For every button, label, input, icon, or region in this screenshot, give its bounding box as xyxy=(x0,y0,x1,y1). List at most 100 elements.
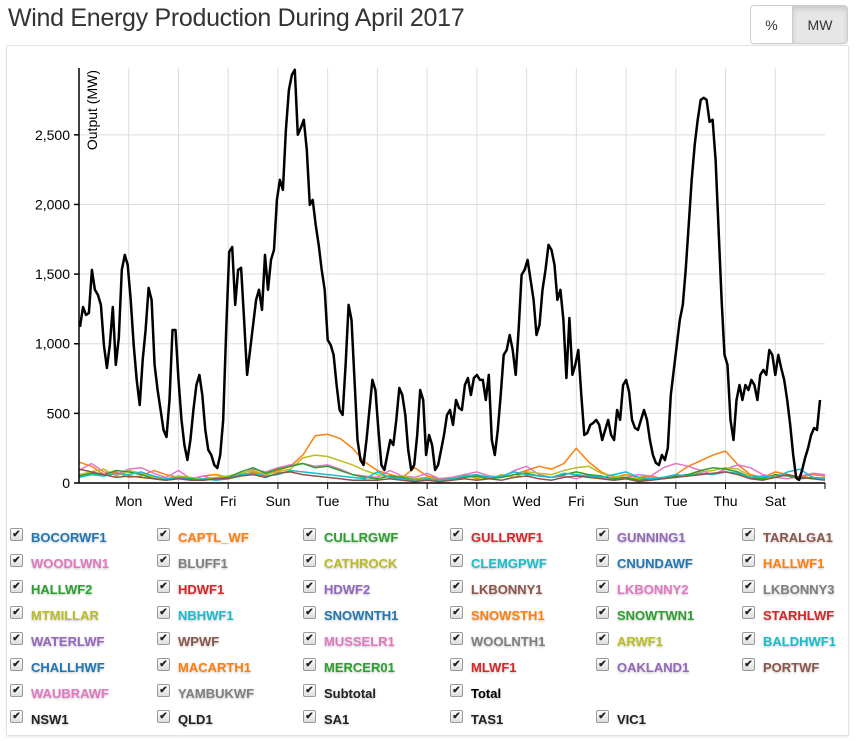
legend-checkbox[interactable]: ✔ xyxy=(157,554,170,567)
legend-checkbox[interactable]: ✔ xyxy=(10,554,23,567)
legend-checkbox[interactable]: ✔ xyxy=(157,658,170,671)
legend-checkbox[interactable]: ✔ xyxy=(157,710,170,723)
legend-checkbox[interactable]: ✔ xyxy=(303,658,316,671)
legend-item-cullrgwf[interactable]: ✔ CULLRGWF xyxy=(303,528,399,545)
legend-checkbox[interactable]: ✔ xyxy=(742,632,755,645)
legend-item-waterlwf[interactable]: ✔ WATERLWF xyxy=(10,632,104,649)
legend-checkbox[interactable]: ✔ xyxy=(303,606,316,619)
legend-item-taralga1[interactable]: ✔ TARALGA1 xyxy=(742,528,833,545)
legend-item-cathrock[interactable]: ✔ CATHROCK xyxy=(303,554,398,571)
legend-item-hdwf1[interactable]: ✔ HDWF1 xyxy=(157,580,224,597)
legend-checkbox[interactable]: ✔ xyxy=(157,528,170,541)
legend-item-bocorwf1[interactable]: ✔ BOCORWF1 xyxy=(10,528,107,545)
legend-label: HALLWF1 xyxy=(763,556,825,571)
legend-item-captl_wf[interactable]: ✔ CAPTL_WF xyxy=(157,528,249,545)
legend-item-waubrawf[interactable]: ✔ WAUBRAWF xyxy=(10,684,109,701)
legend-item-nsw1[interactable]: ✔ NSW1 xyxy=(10,710,69,727)
legend-checkbox[interactable]: ✔ xyxy=(10,710,23,723)
legend-checkbox[interactable]: ✔ xyxy=(10,580,23,593)
legend-item-mtmillar[interactable]: ✔ MTMILLAR xyxy=(10,606,99,623)
legend-item-lkbonny2[interactable]: ✔ LKBONNY2 xyxy=(596,580,689,597)
legend-checkbox[interactable]: ✔ xyxy=(742,606,755,619)
legend-item-arwf1[interactable]: ✔ ARWF1 xyxy=(596,632,663,649)
legend-checkbox[interactable]: ✔ xyxy=(450,658,463,671)
legend-checkbox[interactable]: ✔ xyxy=(10,684,23,697)
legend-checkbox[interactable]: ✔ xyxy=(742,528,755,541)
legend-checkbox[interactable]: ✔ xyxy=(596,528,609,541)
legend-checkbox[interactable]: ✔ xyxy=(450,684,463,697)
legend-item-bluff1[interactable]: ✔ BLUFF1 xyxy=(157,554,228,571)
page-title: Wind Energy Production During April 2017 xyxy=(8,4,465,32)
legend-item-hdwf2[interactable]: ✔ HDWF2 xyxy=(303,580,370,597)
legend-item-tas1[interactable]: ✔ TAS1 xyxy=(450,710,503,727)
legend-item-nbhwf1[interactable]: ✔ NBHWF1 xyxy=(157,606,234,623)
legend-checkbox[interactable]: ✔ xyxy=(742,554,755,567)
legend-item-wpwf[interactable]: ✔ WPWF xyxy=(157,632,219,649)
legend-label: BLUFF1 xyxy=(178,556,228,571)
legend-checkbox[interactable]: ✔ xyxy=(303,684,316,697)
legend-checkbox[interactable]: ✔ xyxy=(742,658,755,671)
legend-item-subtotal[interactable]: ✔ Subtotal xyxy=(303,684,376,701)
legend-checkbox[interactable]: ✔ xyxy=(303,632,316,645)
legend-checkbox[interactable]: ✔ xyxy=(157,632,170,645)
legend-item-snowsth1[interactable]: ✔ SNOWSTH1 xyxy=(450,606,545,623)
legend-checkbox[interactable]: ✔ xyxy=(596,554,609,567)
legend-checkbox[interactable]: ✔ xyxy=(303,580,316,593)
x-tick-label: Mon xyxy=(463,493,490,509)
legend-checkbox[interactable]: ✔ xyxy=(157,606,170,619)
percent-button[interactable]: % xyxy=(751,6,793,43)
legend-checkbox[interactable]: ✔ xyxy=(157,684,170,697)
legend-checkbox[interactable]: ✔ xyxy=(596,658,609,671)
legend-checkbox[interactable]: ✔ xyxy=(303,554,316,567)
legend-item-woodlwn1[interactable]: ✔ WOODLWN1 xyxy=(10,554,109,571)
legend-item-baldhwf1[interactable]: ✔ BALDHWF1 xyxy=(742,632,836,649)
legend-checkbox[interactable]: ✔ xyxy=(596,580,609,593)
y-tick-label: 2,000 xyxy=(35,196,70,212)
legend-item-challhwf[interactable]: ✔ CHALLHWF xyxy=(10,658,105,675)
legend-item-mercer01[interactable]: ✔ MERCER01 xyxy=(303,658,395,675)
legend-checkbox[interactable]: ✔ xyxy=(10,632,23,645)
legend-item-gullrwf1[interactable]: ✔ GULLRWF1 xyxy=(450,528,543,545)
legend-checkbox[interactable]: ✔ xyxy=(450,710,463,723)
legend-item-hallwf2[interactable]: ✔ HALLWF2 xyxy=(10,580,92,597)
legend-item-snownth1[interactable]: ✔ SNOWNTH1 xyxy=(303,606,398,623)
legend-checkbox[interactable]: ✔ xyxy=(450,580,463,593)
legend-item-snowtwn1[interactable]: ✔ SNOWTWN1 xyxy=(596,606,695,623)
legend-item-total[interactable]: ✔ Total xyxy=(450,684,501,701)
legend-item-lkbonny1[interactable]: ✔ LKBONNY1 xyxy=(450,580,543,597)
legend-checkbox[interactable]: ✔ xyxy=(450,554,463,567)
legend-item-gunning1[interactable]: ✔ GUNNING1 xyxy=(596,528,686,545)
legend-item-cnundawf[interactable]: ✔ CNUNDAWF xyxy=(596,554,693,571)
legend-checkbox[interactable]: ✔ xyxy=(742,580,755,593)
legend-item-macarth1[interactable]: ✔ MACARTH1 xyxy=(157,658,251,675)
legend-checkbox[interactable]: ✔ xyxy=(450,632,463,645)
legend-item-lkbonny3[interactable]: ✔ LKBONNY3 xyxy=(742,580,835,597)
legend-checkbox[interactable]: ✔ xyxy=(157,580,170,593)
legend-checkbox[interactable]: ✔ xyxy=(10,606,23,619)
legend-item-yambukwf[interactable]: ✔ YAMBUKWF xyxy=(157,684,254,701)
legend-checkbox[interactable]: ✔ xyxy=(10,658,23,671)
legend-item-mlwf1[interactable]: ✔ MLWF1 xyxy=(450,658,517,675)
legend-item-clemgpwf[interactable]: ✔ CLEMGPWF xyxy=(450,554,547,571)
legend-item-musselr1[interactable]: ✔ MUSSELR1 xyxy=(303,632,395,649)
legend-checkbox[interactable]: ✔ xyxy=(303,528,316,541)
legend-checkbox[interactable]: ✔ xyxy=(450,528,463,541)
legend-item-sa1[interactable]: ✔ SA1 xyxy=(303,710,349,727)
legend-label: SNOWTWN1 xyxy=(617,608,695,623)
legend-item-vic1[interactable]: ✔ VIC1 xyxy=(596,710,646,727)
legend-checkbox[interactable]: ✔ xyxy=(596,710,609,723)
legend-item-oakland1[interactable]: ✔ OAKLAND1 xyxy=(596,658,689,675)
legend-checkbox[interactable]: ✔ xyxy=(303,710,316,723)
legend-checkbox[interactable]: ✔ xyxy=(10,528,23,541)
legend-item-hallwf1[interactable]: ✔ HALLWF1 xyxy=(742,554,825,571)
legend-item-portwf[interactable]: ✔ PORTWF xyxy=(742,658,819,675)
legend-checkbox[interactable]: ✔ xyxy=(596,632,609,645)
legend-checkbox[interactable]: ✔ xyxy=(450,606,463,619)
legend-item-starhlwf[interactable]: ✔ STARHLWF xyxy=(742,606,834,623)
legend-item-qld1[interactable]: ✔ QLD1 xyxy=(157,710,213,727)
mw-button[interactable]: MW xyxy=(793,6,847,43)
legend-item-woolnth1[interactable]: ✔ WOOLNTH1 xyxy=(450,632,545,649)
legend-checkbox[interactable]: ✔ xyxy=(596,606,609,619)
legend-label: CATHROCK xyxy=(324,556,398,571)
legend-label: CULLRGWF xyxy=(324,530,399,545)
